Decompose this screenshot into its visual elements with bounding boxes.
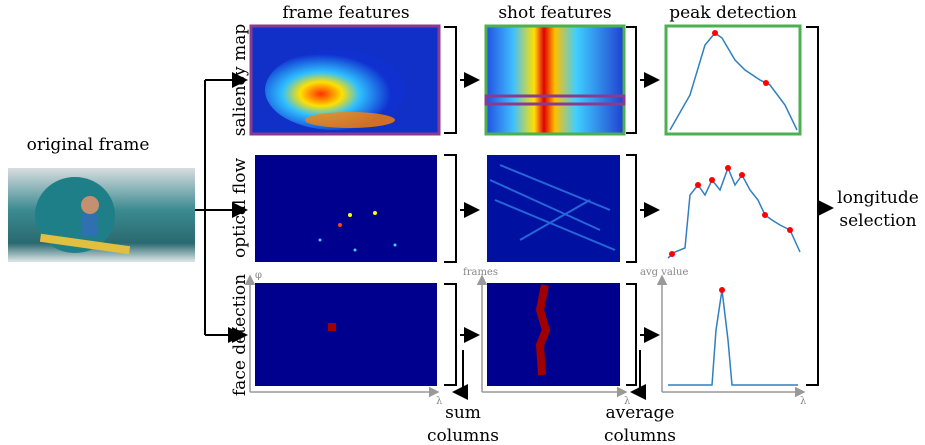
column-title: frame features	[282, 3, 409, 23]
column-title: peak detection	[669, 3, 797, 23]
axis-label: frames	[463, 267, 498, 278]
flow-shot	[487, 155, 620, 262]
input-label: original frame	[27, 135, 150, 155]
row-label: optical flow	[230, 158, 250, 258]
output-label: longitude	[837, 188, 919, 208]
operation-label: columns	[604, 426, 676, 445]
operation-label: sum	[445, 403, 481, 423]
axis-label: avg value	[640, 267, 688, 278]
flow-peak	[667, 165, 801, 259]
face-frame	[255, 283, 437, 386]
flow-frame	[255, 155, 437, 262]
axis-label: φ	[255, 270, 262, 281]
operation-label: average	[605, 403, 674, 423]
saliency-shot	[484, 24, 626, 136]
input-image	[8, 168, 195, 262]
saliency-frame	[249, 24, 441, 136]
axis-label: λ	[436, 396, 443, 407]
column-title: shot features	[498, 3, 611, 23]
face-peak	[668, 287, 798, 386]
axis-label: λ	[800, 396, 807, 407]
saliency-peak	[664, 24, 802, 136]
face-shot	[487, 283, 620, 386]
output-label: selection	[839, 211, 916, 231]
operation-label: columns	[427, 426, 499, 445]
